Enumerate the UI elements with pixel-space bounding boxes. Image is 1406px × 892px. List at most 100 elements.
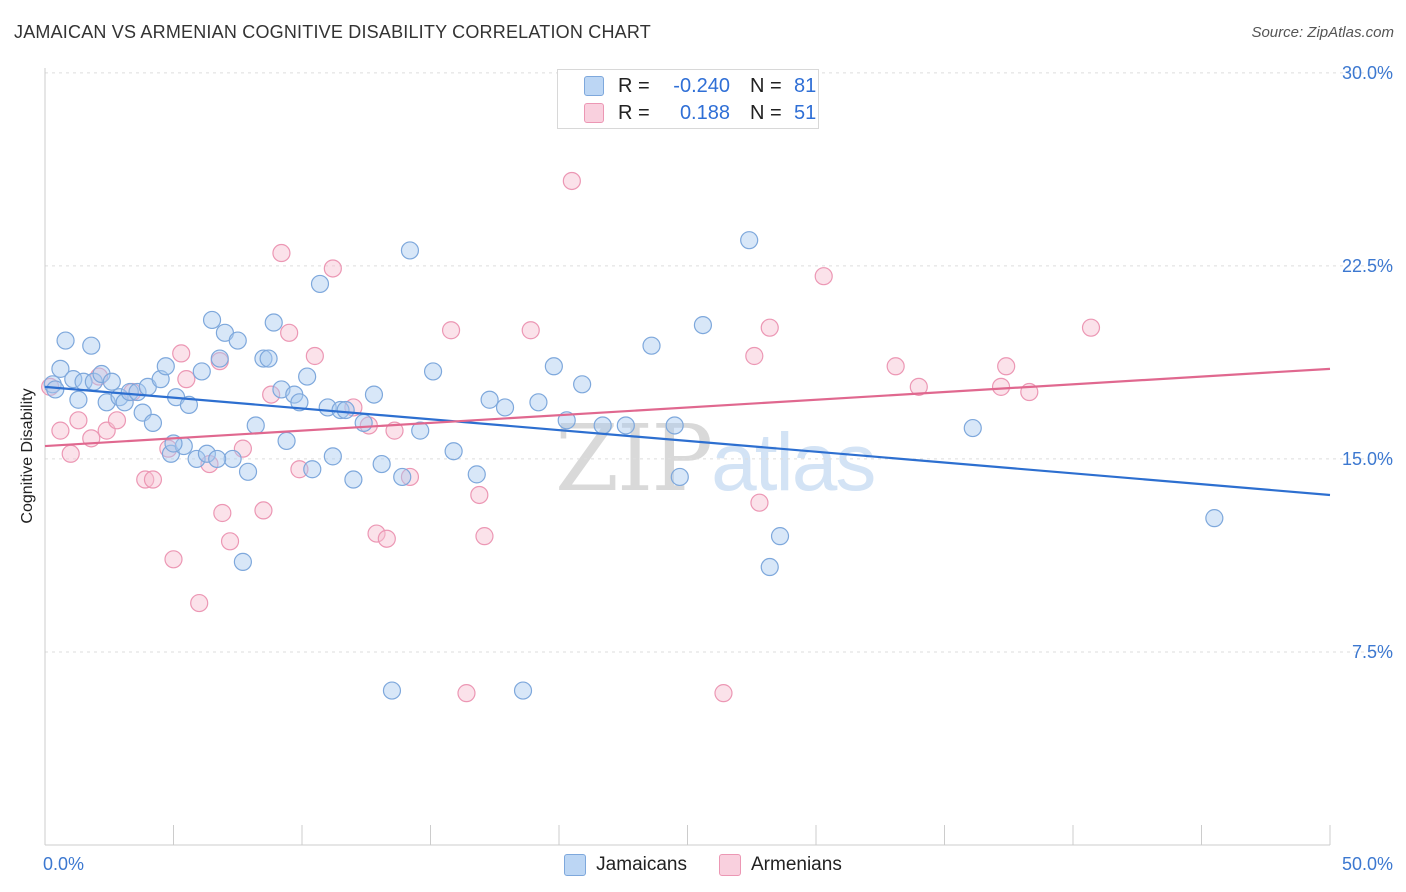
jamaican-point — [573, 375, 592, 394]
armenian-point — [750, 493, 769, 512]
jamaican-point — [382, 681, 402, 700]
legend-n-value: 51 — [794, 101, 817, 124]
armenian-point — [814, 267, 833, 286]
armenian-point — [377, 529, 396, 548]
armenian-point — [143, 470, 163, 489]
jamaican-point — [264, 313, 283, 332]
jamaican-point — [233, 552, 252, 571]
legend-label-jamaicans: Jamaicans — [596, 854, 687, 875]
watermark-atlas: atlas — [711, 417, 876, 508]
armenian-point — [441, 321, 461, 340]
jamaican-point — [557, 411, 576, 430]
jamaican-point — [51, 359, 70, 378]
jamaican-point — [495, 398, 515, 417]
legend-item-jamaicans[interactable]: Jamaicans — [564, 854, 687, 876]
armenian-point — [290, 460, 309, 479]
jamaican-point — [69, 390, 88, 409]
legend-n-label: N = — [750, 74, 782, 97]
armenians-trend-line — [44, 367, 1331, 448]
jamaican-point — [642, 336, 661, 355]
armenian-point — [521, 321, 540, 340]
jamaican-point — [323, 447, 342, 466]
jamaican-point — [740, 231, 759, 250]
armenian-point — [190, 593, 209, 613]
armenian-point — [1081, 318, 1101, 337]
jamaican-point — [56, 331, 75, 350]
jamaican-point — [197, 444, 217, 463]
armenian-point — [159, 439, 178, 458]
chart-title: JAMAICAN VS ARMENIAN COGNITIVE DISABILIT… — [14, 22, 651, 42]
armenian-point — [997, 357, 1016, 376]
jamaican-point — [290, 393, 309, 412]
legend-item-armenians[interactable]: Armenians — [719, 854, 842, 876]
x-tick-label: 0.0% — [43, 854, 84, 874]
armenian-point — [991, 377, 1011, 396]
armenian-point — [172, 344, 191, 363]
armenian-point — [886, 357, 905, 376]
jamaican-point — [411, 421, 430, 440]
armenian-point — [457, 684, 476, 703]
jamaican-point — [544, 357, 563, 376]
source-credit: Source: ZipAtlas.com — [1251, 24, 1394, 41]
jamaican-point — [529, 393, 548, 412]
armenian-point — [714, 684, 733, 703]
jamaican-point — [143, 413, 163, 433]
jamaican-point — [228, 331, 247, 350]
jamaican-point — [179, 395, 199, 414]
legend-swatch-jamaicans — [584, 76, 604, 96]
jamaican-point — [354, 413, 373, 433]
series-legend: Jamaicans Armenians — [0, 852, 1406, 878]
legend-n-label: N = — [750, 101, 782, 124]
jamaican-point — [1205, 509, 1224, 528]
jamaican-point — [513, 681, 533, 700]
jamaican-point — [102, 372, 121, 391]
y-tick-label: 22.5% — [1342, 256, 1393, 276]
legend-n-value: 81 — [794, 74, 817, 97]
armenian-point — [909, 377, 928, 396]
armenian-point — [164, 550, 183, 569]
legend-row-jamaicans: R = -0.240 N = 81 — [584, 74, 816, 98]
armenian-point — [323, 259, 342, 278]
armenian-point — [562, 171, 581, 191]
jamaican-point — [963, 418, 982, 438]
jamaican-point — [693, 315, 713, 335]
jamaican-point — [192, 362, 211, 381]
armenian-point — [213, 503, 232, 523]
jamaican-point — [64, 370, 83, 389]
armenian-point — [400, 467, 420, 487]
jamaican-point — [259, 349, 278, 368]
armenian-point — [280, 323, 299, 342]
jamaican-point — [238, 462, 258, 481]
y-tick-label: 15.0% — [1342, 449, 1393, 469]
jamaican-point — [202, 310, 222, 330]
armenian-point — [367, 524, 386, 543]
armenian-point — [69, 411, 88, 430]
jamaican-point — [480, 390, 499, 409]
armenian-point — [254, 501, 273, 520]
jamaican-point — [770, 527, 790, 546]
jamaican-point — [187, 449, 206, 469]
armenian-point — [220, 532, 240, 551]
jamaican-point — [467, 465, 486, 484]
armenian-point — [470, 485, 489, 505]
jamaican-point — [210, 349, 229, 368]
legend-r-label: R = — [618, 74, 650, 97]
jamaican-point — [616, 416, 635, 435]
jamaicans-trend-line — [44, 385, 1331, 497]
legend-r-value: -0.240 — [673, 74, 730, 97]
jamaican-point — [156, 357, 175, 376]
jamaican-point — [423, 362, 443, 381]
jamaican-point — [310, 274, 330, 294]
jamaican-point — [298, 367, 317, 386]
armenian-point — [51, 421, 70, 440]
legend-r-value: 0.188 — [679, 101, 730, 124]
legend-r-label: R = — [618, 101, 650, 124]
armenian-point — [305, 346, 324, 366]
jamaican-point — [46, 380, 65, 399]
jamaican-point — [246, 416, 265, 435]
jamaican-point — [400, 241, 420, 260]
armenian-point — [745, 346, 764, 366]
armenian-point — [136, 470, 155, 489]
armenian-point — [760, 318, 779, 337]
